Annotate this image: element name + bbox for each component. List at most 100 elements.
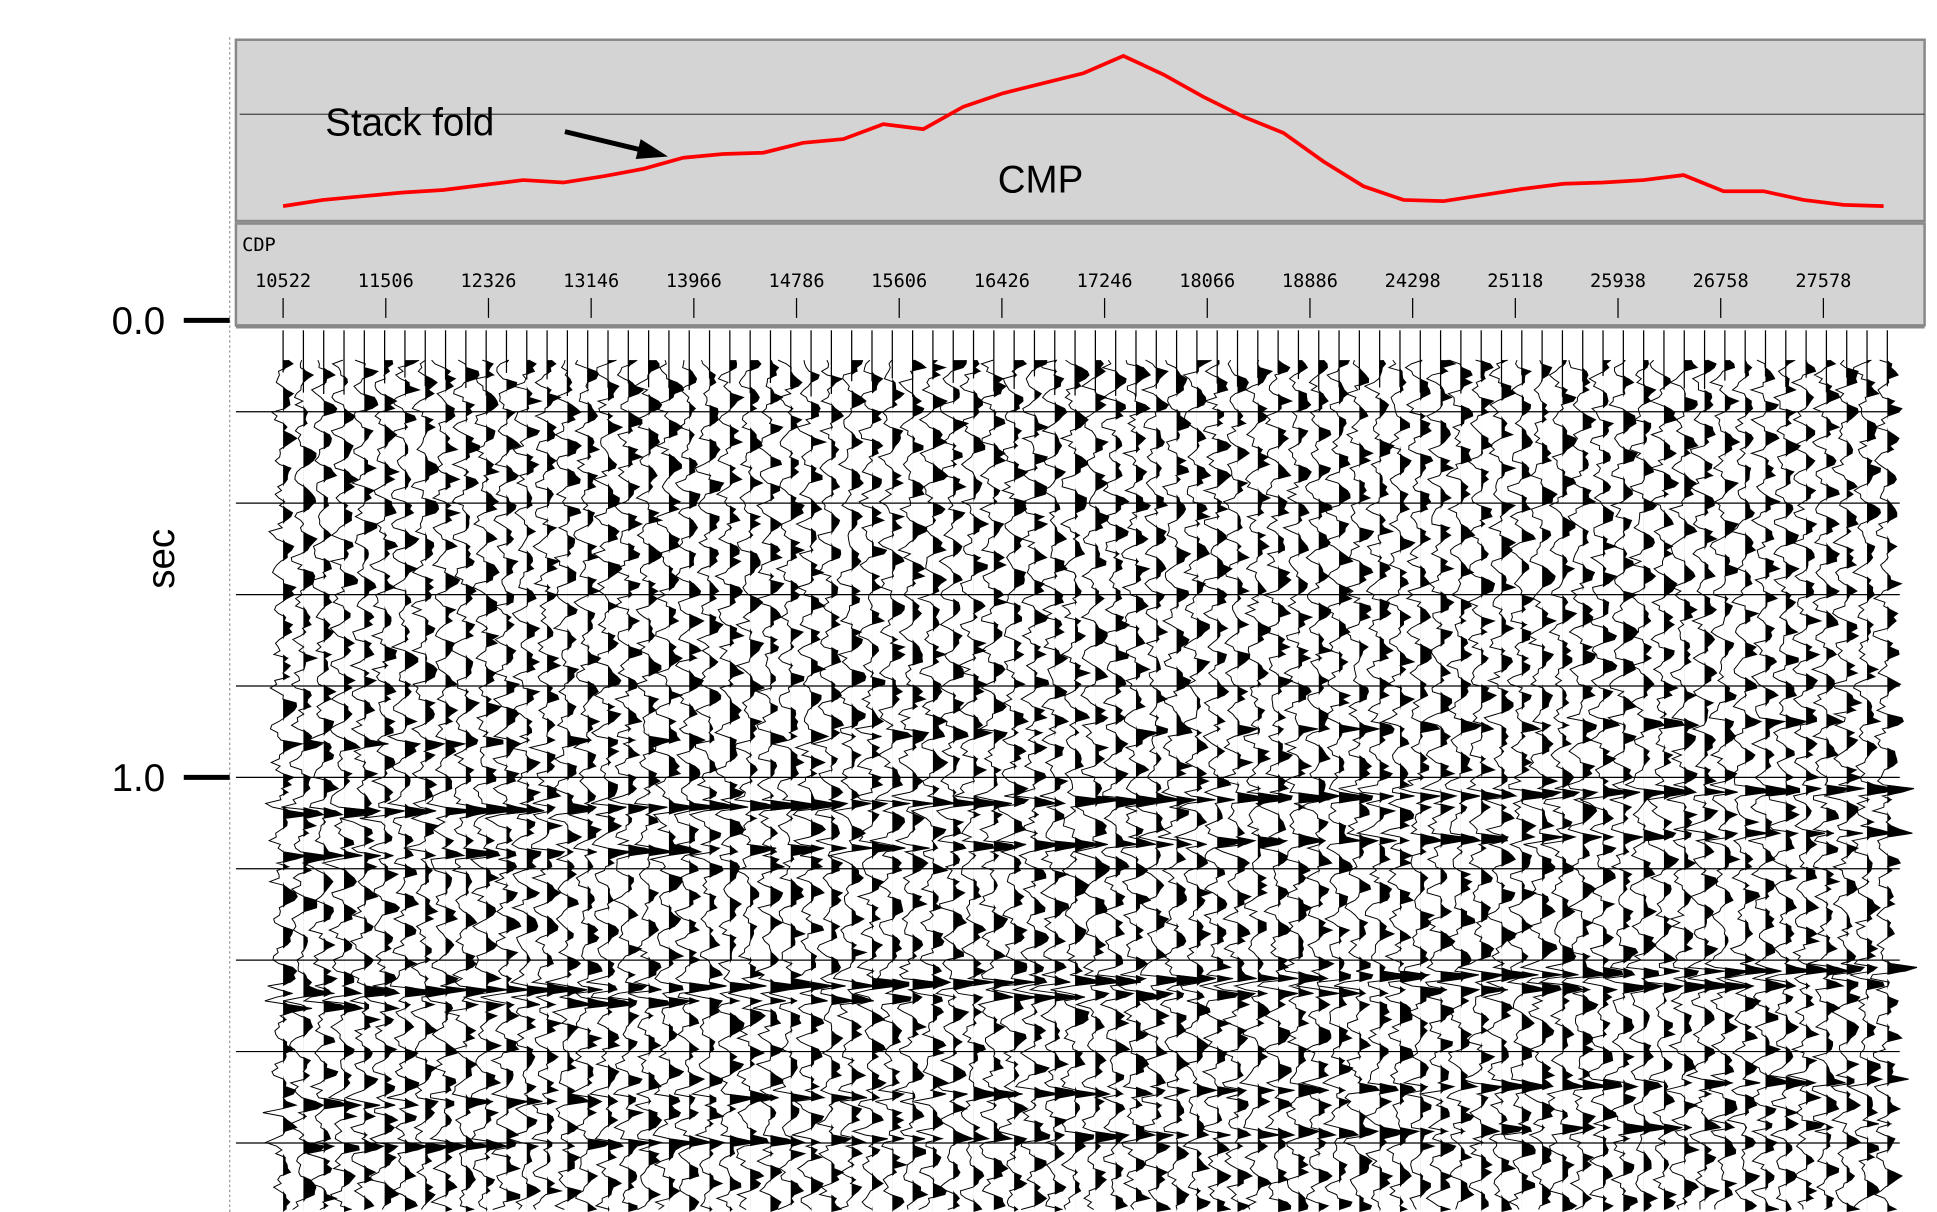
trace-wiggle [1117, 359, 1164, 1210]
trace-wiggle [1355, 359, 1407, 1210]
trace-wiggle [281, 359, 335, 1210]
trace-wiggle [714, 360, 761, 1210]
trace-fill [1460, 360, 1482, 1212]
trace-fill [1054, 360, 1087, 1212]
cmp-label: CMP [998, 158, 1084, 201]
trace-fill [567, 360, 593, 1212]
trace-wiggle [568, 359, 618, 1210]
trace-fill [811, 360, 835, 1212]
trace-fill [709, 360, 739, 1212]
trace-fill [1846, 360, 1865, 1212]
cdp-tick-label: 18066 [1179, 271, 1235, 292]
stack-fold-line [282, 53, 1884, 209]
cdp-tick-label: 11506 [358, 271, 414, 292]
cdp-tick-label: 27578 [1795, 271, 1851, 292]
trace-wiggle [1824, 359, 1866, 1210]
trace-fill [1318, 360, 1340, 1212]
cdp-tick-label: 25118 [1487, 271, 1543, 292]
trace-fill [770, 360, 803, 1212]
trace-fill [892, 360, 912, 1212]
trace-wiggle [1212, 359, 1265, 1210]
trace-fill [1582, 360, 1610, 1212]
trace-fill [1298, 360, 1329, 1212]
cdp-tick-label: 12326 [460, 271, 516, 292]
trace-fill [547, 360, 581, 1212]
cdp-tick-label: 24298 [1385, 271, 1441, 292]
trace-wiggle [1457, 359, 1509, 1210]
trace-wiggle [869, 359, 913, 1210]
trace-fill [323, 360, 349, 1212]
trace-wiggle [1846, 359, 1897, 1210]
trace-fill [1521, 360, 1554, 1212]
cdp-tick-label: 15606 [871, 271, 927, 292]
trace-wiggle [403, 359, 451, 1210]
time-tick-label: 0.0 [112, 300, 165, 343]
time-axis-label: sec [140, 529, 183, 589]
trace-fill [303, 360, 335, 1212]
trace-wiggle [648, 359, 698, 1210]
trace-wiggle [1011, 360, 1062, 1210]
trace-wiggle [973, 359, 1023, 1210]
trace-wiggle [1232, 359, 1289, 1210]
trace-fill [1095, 360, 1124, 1212]
trace-wiggle [810, 359, 856, 1210]
trace-wiggle [1869, 359, 1918, 1210]
trace-wiggle [790, 360, 836, 1210]
trace-wiggle [1135, 359, 1184, 1210]
arrow-head [635, 139, 669, 159]
trace-wiggle [1640, 359, 1694, 1210]
trace-wiggle [673, 360, 723, 1210]
trace-fill [1014, 360, 1037, 1212]
trace-wiggle [339, 359, 392, 1210]
trace-fill [1278, 360, 1298, 1212]
trace-wiggle [527, 359, 581, 1210]
trace-fill [587, 360, 618, 1212]
trace-fill [851, 360, 877, 1212]
trace-wiggle [1561, 360, 1610, 1210]
trace-wiggle [262, 359, 314, 1210]
trace-wiggle [1333, 359, 1381, 1210]
trace-fill [831, 360, 856, 1212]
trace-wiggle [769, 359, 822, 1210]
cdp-tick-label: 26758 [1693, 271, 1749, 292]
trace-wiggle [1255, 359, 1299, 1210]
trace-fill [750, 360, 778, 1212]
trace-wiggle [1437, 359, 1483, 1210]
trace-fill [1135, 360, 1164, 1212]
trace-fill [973, 360, 1005, 1212]
trace-wiggle [1282, 359, 1331, 1210]
trace-wiggle [1724, 359, 1775, 1210]
trace-wiggle [1519, 359, 1564, 1210]
trace-wiggle [1579, 359, 1633, 1210]
trace-wiggle [462, 359, 516, 1210]
cdp-label: CDP [242, 235, 276, 256]
trace-wiggle [1398, 359, 1446, 1210]
trace-wiggle [684, 359, 739, 1210]
trace-fill [1399, 360, 1430, 1212]
trace-fill [1156, 360, 1182, 1212]
trace-wiggle [386, 359, 436, 1210]
trace-wiggle [1602, 359, 1653, 1210]
trace-wiggle [728, 359, 778, 1210]
trace-wiggle [545, 359, 593, 1210]
cdp-tick-label: 14786 [769, 271, 825, 292]
trace-fill [932, 360, 956, 1212]
trace-wiggle [1765, 359, 1816, 1210]
trace-wiggle [444, 359, 499, 1210]
trace-wiggle [953, 359, 1005, 1210]
trace-wiggle [1787, 359, 1832, 1210]
trace-fill [425, 360, 449, 1212]
seismic-traces [262, 330, 1918, 1212]
trace-wiggle [480, 359, 538, 1210]
trace-wiggle [1028, 359, 1087, 1211]
fold-panel [234, 38, 1926, 223]
cdp-tick-label: 13146 [563, 271, 619, 292]
trace-fill [1724, 360, 1753, 1212]
trace-wiggle [935, 360, 984, 1210]
trace-wiggle [1157, 359, 1207, 1210]
trace-fill [1542, 360, 1564, 1212]
time-tick-label: 1.0 [112, 757, 165, 800]
cdp-header [234, 222, 1926, 327]
trace-wiggle [1664, 359, 1711, 1210]
